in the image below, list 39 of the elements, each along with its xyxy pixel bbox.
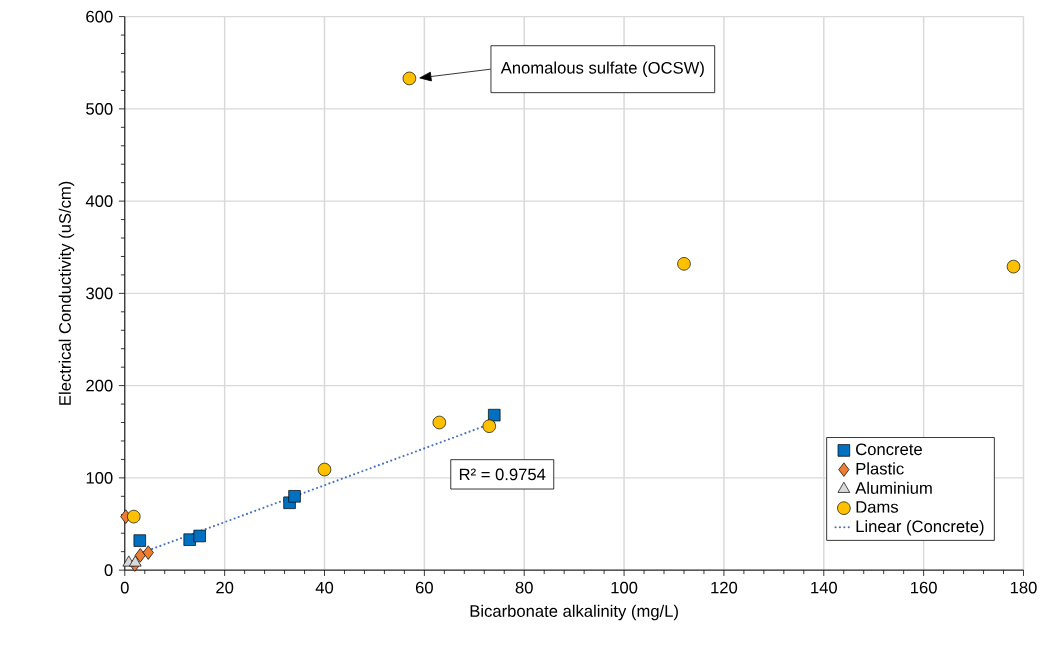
point <box>402 71 417 86</box>
point <box>317 462 332 477</box>
annotation: R² = 0.9754 <box>459 468 546 481</box>
legend-label: Aluminium <box>855 481 932 494</box>
y-tick-label: 0 <box>104 564 113 576</box>
y-axis-title: Electrical Conductivity (uS/cm) <box>58 181 75 405</box>
x-tick-label: 100 <box>611 581 638 594</box>
point <box>1006 259 1021 274</box>
y-tick-label: 500 <box>86 102 113 115</box>
y-tick-label: 300 <box>86 287 113 300</box>
point <box>133 534 146 547</box>
x-tick-label: 140 <box>811 581 837 594</box>
point <box>142 545 154 560</box>
y-tick-label: 400 <box>85 195 113 207</box>
x-tick-label: 180 <box>1010 581 1037 594</box>
point <box>488 408 501 422</box>
legend-label: Concrete <box>856 443 922 456</box>
point <box>193 529 206 543</box>
x-tick-label: 160 <box>911 581 937 594</box>
x-tick-label: 120 <box>711 581 738 594</box>
y-tick-label: 600 <box>86 10 113 23</box>
point <box>288 490 301 503</box>
x-tick-label: 0 <box>120 581 129 594</box>
point <box>432 415 447 430</box>
point <box>129 555 142 567</box>
y-tick-label: 200 <box>86 379 113 392</box>
legend-label: Dams <box>856 501 899 513</box>
legend-label: Linear (Concrete) <box>856 519 984 536</box>
point <box>677 257 691 271</box>
point <box>482 419 496 433</box>
x-tick-label: 60 <box>415 581 433 594</box>
x-tick-label: 80 <box>515 581 533 594</box>
x-tick-label: 40 <box>315 581 334 594</box>
legend-label: Plastic <box>856 462 904 475</box>
annotation: Anomalous sulfate (OCSW) <box>500 61 704 77</box>
x-tick-label: 20 <box>216 581 234 594</box>
point <box>127 509 141 524</box>
x-axis-title: Bicarbonate alkalinity (mg/L) <box>470 604 678 621</box>
y-tick-label: 100 <box>86 471 113 484</box>
